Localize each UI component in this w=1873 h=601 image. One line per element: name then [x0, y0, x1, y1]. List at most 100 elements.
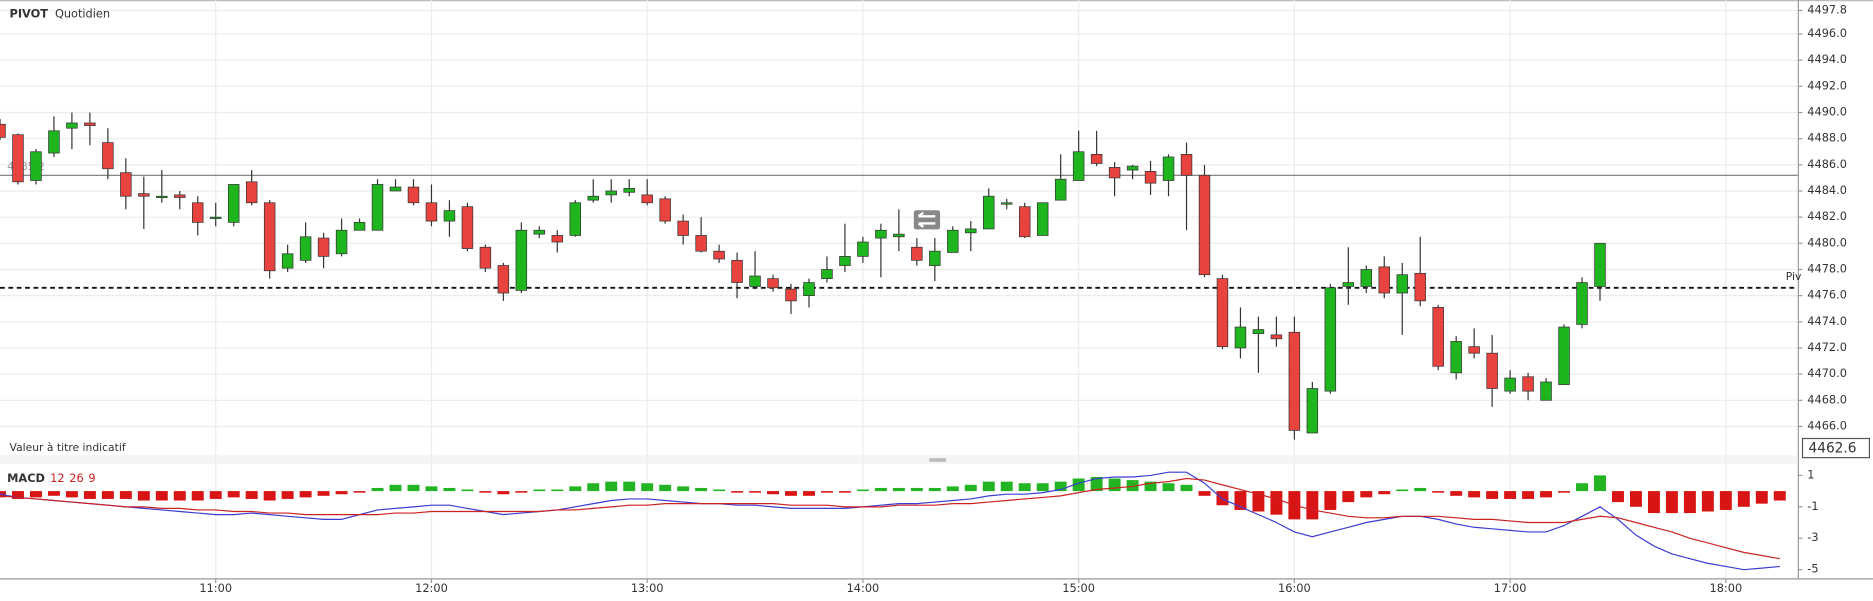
macd-bar [982, 481, 995, 492]
macd-bar [1162, 483, 1175, 492]
macd-bar [1504, 491, 1517, 499]
macd-bar [1468, 491, 1481, 498]
candle-body [533, 229, 546, 235]
y-tick-label: 4488.0 [1807, 131, 1847, 145]
candle-body [1198, 174, 1211, 276]
macd-bar [317, 491, 330, 496]
macd-bar [623, 481, 636, 492]
macd-bar [425, 486, 438, 492]
candle-body [803, 282, 815, 296]
candle-body [209, 216, 222, 219]
y-tick-label: -1 [1807, 499, 1818, 513]
candle-body [1072, 151, 1085, 181]
candle-body [12, 134, 24, 183]
candle-body [1108, 167, 1121, 179]
y-tick-label: 4472.0 [1807, 340, 1847, 354]
macd-bar [1252, 491, 1265, 512]
candle-body [1054, 178, 1067, 201]
macd-bar [1306, 491, 1319, 520]
macd-bar [1701, 491, 1714, 512]
candle-body [731, 259, 743, 283]
macd-bar [209, 491, 222, 499]
level-label: Piv [1786, 270, 1802, 283]
candle-body [1432, 307, 1444, 367]
macd-bar [1234, 491, 1247, 510]
candle-body [371, 184, 384, 231]
candle-body [48, 130, 60, 154]
macd-bar [641, 483, 654, 492]
candle-body [335, 229, 348, 255]
note: Valeur à titre indicatif [10, 441, 126, 454]
macd-bar [1719, 491, 1732, 510]
y-tick-label: 4476.0 [1807, 288, 1847, 302]
symbol: PIVOT [10, 6, 49, 20]
macd-bar [892, 487, 905, 492]
divider-handle [929, 458, 947, 462]
macd-bar [605, 481, 618, 492]
candle-body [1486, 352, 1498, 389]
macd-bar [245, 491, 258, 499]
candle-body [1288, 331, 1301, 431]
candle-body [281, 253, 294, 269]
macd-bar [389, 484, 402, 492]
macd-bar [1486, 491, 1499, 499]
candle-body [929, 250, 941, 266]
candle-body [1018, 206, 1031, 238]
candle-body [174, 194, 186, 198]
candle-body [605, 190, 617, 196]
macd-bar [1576, 483, 1588, 492]
macd-bar [137, 491, 150, 501]
candle-body [317, 237, 330, 257]
candle-body [1378, 266, 1390, 294]
period: Quotidien [55, 6, 110, 20]
candle-body [875, 229, 887, 239]
macd-bar [371, 487, 384, 492]
macd-bar [12, 491, 24, 499]
candle-body [551, 235, 564, 243]
macd-bar [1773, 491, 1786, 501]
macd-bar [83, 491, 96, 499]
macd-bar [1108, 478, 1121, 492]
x-tick-label: 18:00 [1710, 581, 1743, 595]
macd-bar [1360, 491, 1373, 498]
candle-body [1522, 376, 1534, 392]
macd-bar [443, 487, 456, 492]
macd-bar [874, 487, 887, 492]
macd-bar [335, 491, 348, 495]
candle-body [1594, 242, 1606, 287]
macd-bar [299, 491, 312, 498]
x-tick-label: 17:00 [1494, 581, 1527, 595]
candle-body [839, 256, 851, 266]
macd-bar [263, 491, 276, 501]
candle-body [353, 222, 366, 231]
candle-body [767, 278, 779, 289]
x-tick-label: 13:00 [631, 581, 664, 595]
macd-bar [659, 484, 672, 492]
candle-body [1396, 274, 1408, 294]
candle-body [515, 229, 528, 291]
candle-body [1468, 346, 1480, 354]
candle-body [893, 233, 905, 238]
macd-bar [191, 491, 204, 501]
y-tick-label: 4484.0 [1807, 183, 1847, 197]
candle-body [1001, 202, 1013, 205]
candle-body [1504, 377, 1516, 392]
y-tick-label: 4496.0 [1807, 26, 1847, 40]
macd-bar [767, 491, 780, 495]
macd-param: 9 [88, 471, 95, 485]
y-tick-label: 4470.0 [1807, 366, 1847, 380]
candle-body [461, 206, 474, 249]
candle-body [479, 246, 492, 269]
macd-bar [227, 491, 240, 498]
candle-body [569, 202, 582, 236]
macd-bar [479, 491, 492, 493]
macd-bar [856, 489, 869, 492]
macd-bar [47, 491, 60, 496]
x-tick-label: 11:00 [199, 581, 232, 595]
cursor-box [1801, 437, 1871, 459]
macd-bar [1647, 491, 1660, 514]
candle-body [227, 184, 240, 223]
macd-bar [353, 491, 366, 493]
